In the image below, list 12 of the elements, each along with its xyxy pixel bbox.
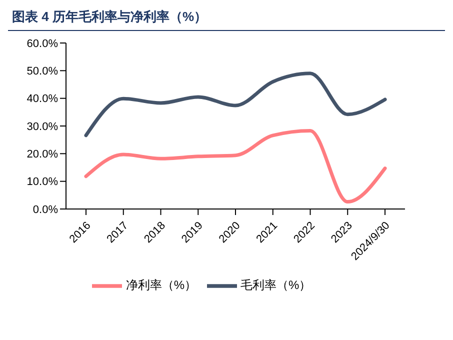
y-tick-label: 20.0%	[26, 148, 58, 161]
y-tick-label: 10.0%	[26, 176, 58, 188]
legend-label: 净利率（%）	[126, 278, 196, 292]
y-tick-label: 60.0%	[26, 38, 58, 50]
y-tick-label: 30.0%	[26, 120, 58, 133]
y-tick-label: 40.0%	[26, 93, 58, 106]
chart-title: 图表 4 历年毛利率与净利率（%）	[8, 8, 445, 31]
line-series	[84, 72, 387, 138]
legend-label: 毛利率（%）	[240, 278, 312, 292]
line-series	[84, 128, 387, 204]
y-tick-label: 50.0%	[26, 66, 58, 78]
y-tick-label: 0.0%	[32, 204, 58, 216]
